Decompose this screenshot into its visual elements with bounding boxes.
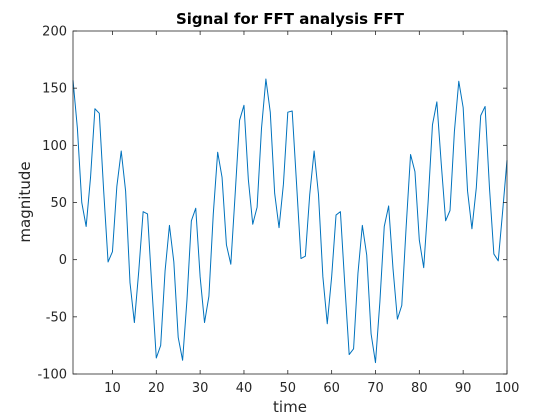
y-tick-label: 200: [42, 25, 67, 40]
x-tick-label: 50: [280, 381, 297, 396]
x-tick-label: 60: [323, 381, 340, 396]
x-tick-label: 10: [104, 381, 121, 396]
x-tick-label: 70: [367, 381, 384, 396]
x-axis-label: time: [273, 398, 307, 416]
y-tick-label: 150: [42, 82, 67, 97]
y-tick-label: -50: [46, 310, 67, 325]
y-tick-label: -100: [37, 368, 67, 383]
x-tick-label: 40: [236, 381, 253, 396]
data-layer: [72, 78, 508, 364]
x-tick-label: 30: [192, 381, 209, 396]
plot-area: [73, 31, 507, 374]
x-tick-label: 80: [411, 381, 428, 396]
plot-frame: [72, 30, 508, 375]
x-tick-label: 20: [148, 381, 165, 396]
x-tick-label: 90: [455, 381, 472, 396]
x-tick-label: 100: [495, 381, 520, 396]
y-tick-label: 100: [42, 139, 67, 154]
ticks-layer: 10 20 30 40 50 60 70 80 90 100 -100 -50 0 50 100 150 200: [37, 25, 519, 397]
y-axis-label: magnitude: [16, 161, 34, 242]
y-tick-label: 0: [59, 253, 67, 268]
chart-title: Signal for FFT analysis FFT: [176, 10, 405, 28]
series-line: [72, 78, 508, 364]
y-tick-label: 50: [50, 196, 67, 211]
